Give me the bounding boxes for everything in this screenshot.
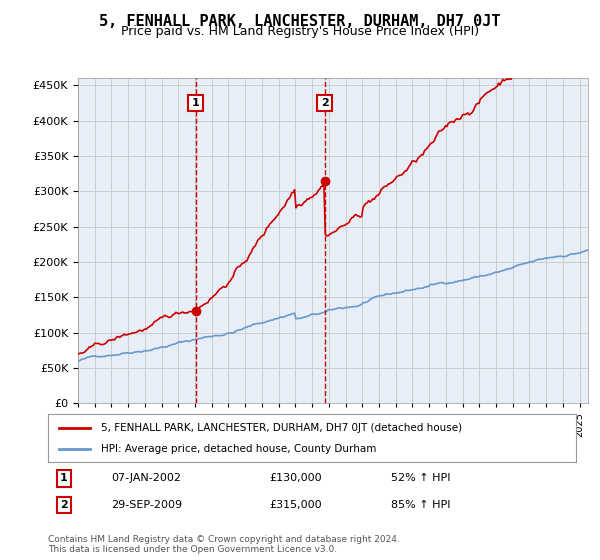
- Text: 5, FENHALL PARK, LANCHESTER, DURHAM, DH7 0JT (detached house): 5, FENHALL PARK, LANCHESTER, DURHAM, DH7…: [101, 423, 462, 433]
- Text: 2: 2: [321, 98, 329, 108]
- Text: 1: 1: [60, 473, 68, 483]
- Text: 85% ↑ HPI: 85% ↑ HPI: [391, 500, 451, 510]
- Text: 52% ↑ HPI: 52% ↑ HPI: [391, 473, 451, 483]
- Text: £130,000: £130,000: [270, 473, 322, 483]
- Text: Contains HM Land Registry data © Crown copyright and database right 2024.
This d: Contains HM Land Registry data © Crown c…: [48, 535, 400, 554]
- Text: 1: 1: [191, 98, 199, 108]
- Text: 29-SEP-2009: 29-SEP-2009: [112, 500, 182, 510]
- Text: 2: 2: [60, 500, 68, 510]
- Text: £315,000: £315,000: [270, 500, 322, 510]
- Text: HPI: Average price, detached house, County Durham: HPI: Average price, detached house, Coun…: [101, 444, 376, 454]
- Text: 5, FENHALL PARK, LANCHESTER, DURHAM, DH7 0JT: 5, FENHALL PARK, LANCHESTER, DURHAM, DH7…: [99, 14, 501, 29]
- Text: Price paid vs. HM Land Registry's House Price Index (HPI): Price paid vs. HM Land Registry's House …: [121, 25, 479, 38]
- Text: 07-JAN-2002: 07-JAN-2002: [112, 473, 181, 483]
